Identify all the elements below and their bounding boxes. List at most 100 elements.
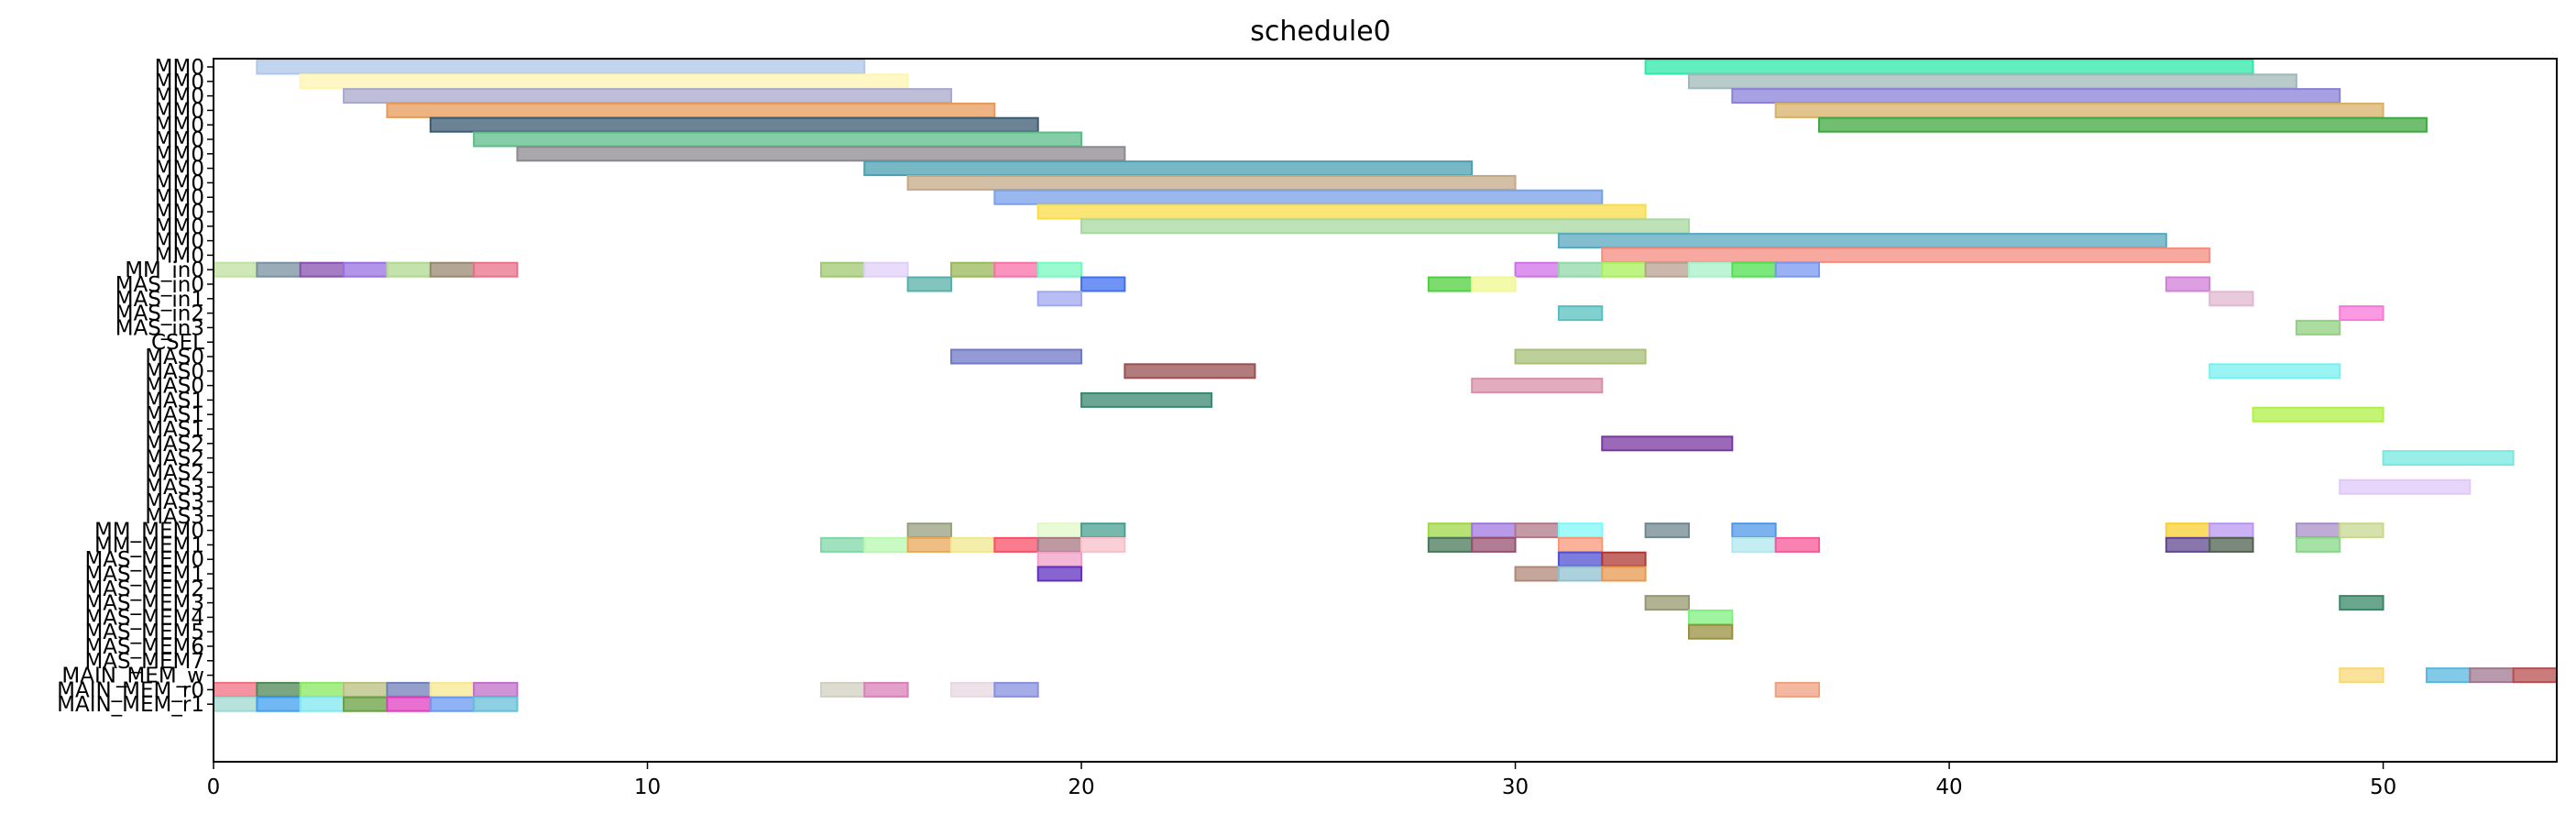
- bar-38: [906, 276, 952, 292]
- row-label-22: MAS0: [145, 375, 204, 399]
- bar-4: [343, 88, 952, 104]
- row-label-34: MAS_MEM0: [84, 548, 204, 572]
- bar-79: [1471, 536, 1517, 553]
- bar-97: [2339, 667, 2384, 684]
- bar-114: [256, 696, 301, 712]
- row-label-30: MAS3: [145, 490, 204, 514]
- bar-118: [429, 696, 476, 712]
- bar-96: [1687, 623, 1734, 640]
- bar-95: [1687, 609, 1734, 625]
- row-label-13: MM0: [155, 244, 204, 268]
- row-label-16: MAS_in1: [115, 288, 204, 312]
- bar-88: [1601, 551, 1647, 567]
- bar-0: [256, 59, 866, 75]
- x-tick-label-0: 0: [207, 776, 221, 799]
- bar-8: [429, 116, 1039, 133]
- bar-70: [2339, 522, 2384, 539]
- bar-67: [2165, 522, 2211, 539]
- bar-36: [1731, 261, 1777, 278]
- bar-82: [1774, 536, 1821, 553]
- row-label-39: MAS_MEM5: [84, 621, 204, 644]
- bar-7: [1774, 102, 2384, 118]
- bar-15: [1036, 204, 1647, 220]
- chart-title: schedule0: [1250, 16, 1391, 48]
- row-label-8: MM0: [155, 171, 204, 195]
- bar-31: [1514, 261, 1560, 278]
- row-label-24: MAS1: [145, 403, 204, 427]
- x-tick-label-4: 40: [1935, 776, 1962, 799]
- row-label-4: MM0: [155, 114, 204, 138]
- bar-27: [863, 261, 909, 278]
- row-label-6: MM0: [155, 143, 204, 167]
- row-label-18: MAS_in3: [115, 316, 204, 340]
- row-label-33: MM_MEM1: [94, 534, 204, 557]
- bar-13: [906, 174, 1517, 191]
- bar-21: [299, 261, 345, 278]
- row-label-3: MM0: [155, 99, 204, 123]
- bar-17: [1557, 233, 2167, 249]
- row-label-43: MAIN_MEM_r0: [57, 678, 204, 702]
- bar-46: [2339, 305, 2384, 322]
- bar-53: [1080, 391, 1213, 408]
- plot-frame: [213, 58, 2558, 763]
- row-labels: MM0MM0MM0MM0MM0MM0MM0MM0MM0MM0MM0MM0MM0M…: [57, 56, 214, 717]
- bar-44: [2209, 291, 2254, 307]
- bar-85: [2295, 536, 2341, 553]
- bar-72: [863, 536, 909, 553]
- bar-92: [1601, 566, 1647, 582]
- bar-16: [1080, 218, 1690, 235]
- row-label-31: MAS3: [145, 505, 204, 529]
- bar-43: [1036, 291, 1083, 307]
- x-tick-label-1: 10: [634, 776, 661, 799]
- bar-29: [993, 261, 1039, 278]
- row-label-1: MM0: [155, 71, 204, 94]
- row-label-2: MM0: [155, 85, 204, 109]
- row-label-14: MM_in0: [125, 258, 204, 282]
- bar-50: [1124, 363, 1256, 380]
- bar-39: [1080, 276, 1126, 292]
- row-label-26: MAS2: [145, 433, 204, 456]
- bar-57: [2339, 478, 2472, 495]
- bar-81: [1731, 536, 1777, 553]
- bar-23: [386, 261, 432, 278]
- row-label-41: MAS_MEM7: [84, 650, 204, 674]
- bar-25: [473, 261, 519, 278]
- bar-9: [1818, 116, 2428, 133]
- bar-58: [906, 522, 952, 539]
- bar-116: [343, 696, 389, 712]
- row-label-25: MAS1: [145, 418, 204, 442]
- bar-51: [2209, 363, 2341, 380]
- row-label-5: MM0: [155, 128, 204, 152]
- bar-41: [1471, 276, 1517, 292]
- x-tick-label-5: 50: [2370, 776, 2396, 799]
- row-label-44: MAIN_MEM_r1: [57, 693, 204, 717]
- bar-73: [906, 536, 952, 553]
- bar-49: [1514, 348, 1647, 365]
- bar-100: [2512, 667, 2559, 684]
- row-label-32: MM_MEM0: [94, 520, 204, 544]
- row-label-37: MAS_MEM3: [84, 592, 204, 616]
- bar-84: [2209, 536, 2254, 553]
- bar-40: [1427, 276, 1474, 292]
- bar-113: [213, 696, 258, 712]
- bar-2: [299, 73, 909, 90]
- bar-42: [2165, 276, 2211, 292]
- bar-12: [863, 160, 1474, 177]
- row-label-36: MAS_MEM2: [84, 578, 204, 601]
- row-label-9: MM0: [155, 186, 204, 210]
- bar-52: [1471, 378, 1604, 394]
- x-axis: 0 10 20 30 40 50: [207, 762, 2396, 799]
- bar-99: [2469, 667, 2515, 684]
- bar-5: [1731, 88, 2341, 104]
- bar-89: [1036, 566, 1083, 582]
- row-label-0: MM0: [155, 56, 204, 80]
- bar-28: [949, 261, 996, 278]
- row-label-11: MM0: [155, 215, 204, 239]
- bar-80: [1557, 536, 1604, 553]
- bar-94: [2339, 595, 2384, 611]
- bar-71: [819, 536, 866, 553]
- bar-78: [1427, 536, 1474, 553]
- bar-98: [2425, 667, 2472, 684]
- row-label-21: MAS0: [145, 360, 204, 384]
- bar-62: [1471, 522, 1517, 539]
